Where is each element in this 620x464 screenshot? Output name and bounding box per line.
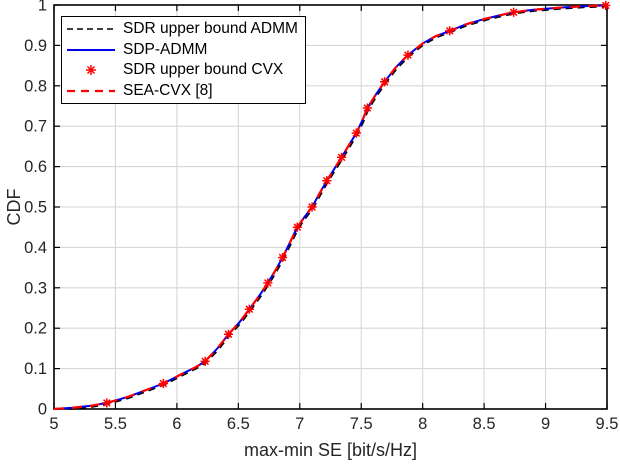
x-tick-label: 5.5 [104, 415, 127, 433]
legend-item-sdp-admm: SDP-ADMM [62, 40, 305, 61]
red-dashed-line-sample-icon [67, 89, 115, 92]
y-tick-label: 1 [38, 0, 47, 15]
legend-label: SDR upper bound ADMM [123, 20, 298, 38]
cdf-marker-asterisk [601, 0, 611, 11]
x-tick-label: 9.5 [596, 415, 619, 433]
x-tick-label: 6.5 [227, 415, 250, 433]
y-tick-label: 0.5 [24, 199, 47, 217]
legend-label: SEA-CVX [8] [123, 81, 213, 99]
y-tick-label: 0 [38, 401, 47, 419]
cdf-curve-sdr-upper-bound-admm [55, 5, 609, 410]
y-tick-label: 0.2 [24, 320, 47, 338]
cdf-marker-asterisk [362, 103, 372, 113]
x-tick-label: 5 [49, 415, 58, 433]
axes-box [53, 4, 608, 410]
legend-label: SDP-ADMM [123, 40, 208, 58]
x-tick-label: 7.5 [350, 415, 373, 433]
y-tick-label: 0.7 [24, 118, 47, 136]
y-tick-label: 0.6 [24, 158, 47, 176]
red-asterisk-marker-icon [86, 65, 96, 76]
x-tick-label: 9 [541, 415, 550, 433]
legend-label: SDR upper bound CVX [123, 61, 284, 79]
cdf-curve-sdp-admm [53, 4, 608, 410]
y-tick-label: 0.4 [24, 239, 47, 257]
y-tick-label: 0.3 [24, 279, 47, 297]
black-dashed-line-sample-icon [67, 28, 115, 31]
x-tick-label: 7 [295, 415, 304, 433]
legend-item-sea-cvx: SEA-CVX [8] [62, 81, 305, 102]
y-tick-label: 0.8 [24, 77, 47, 95]
legend-item-sdr-upper-bound-admm: SDR upper bound ADMM [62, 19, 305, 40]
y-axis-label: CDF [4, 188, 24, 226]
y-tick-label: 0.9 [24, 37, 47, 55]
blue-solid-line-sample-icon [67, 48, 115, 51]
y-tick-label: 0.1 [24, 360, 47, 378]
cdf-marker-asterisk [509, 7, 519, 17]
x-tick-label: 8 [418, 415, 427, 433]
x-tick-label: 8.5 [473, 415, 496, 433]
x-tick-label: 6 [172, 415, 181, 433]
legend-box: SDR upper bound ADMM SDP-ADMM SDR upper … [61, 16, 306, 104]
x-axis-label: max-min SE [bit/s/Hz] [243, 440, 418, 460]
legend-item-sdr-upper-bound-cvx: SDR upper bound CVX [62, 60, 305, 81]
